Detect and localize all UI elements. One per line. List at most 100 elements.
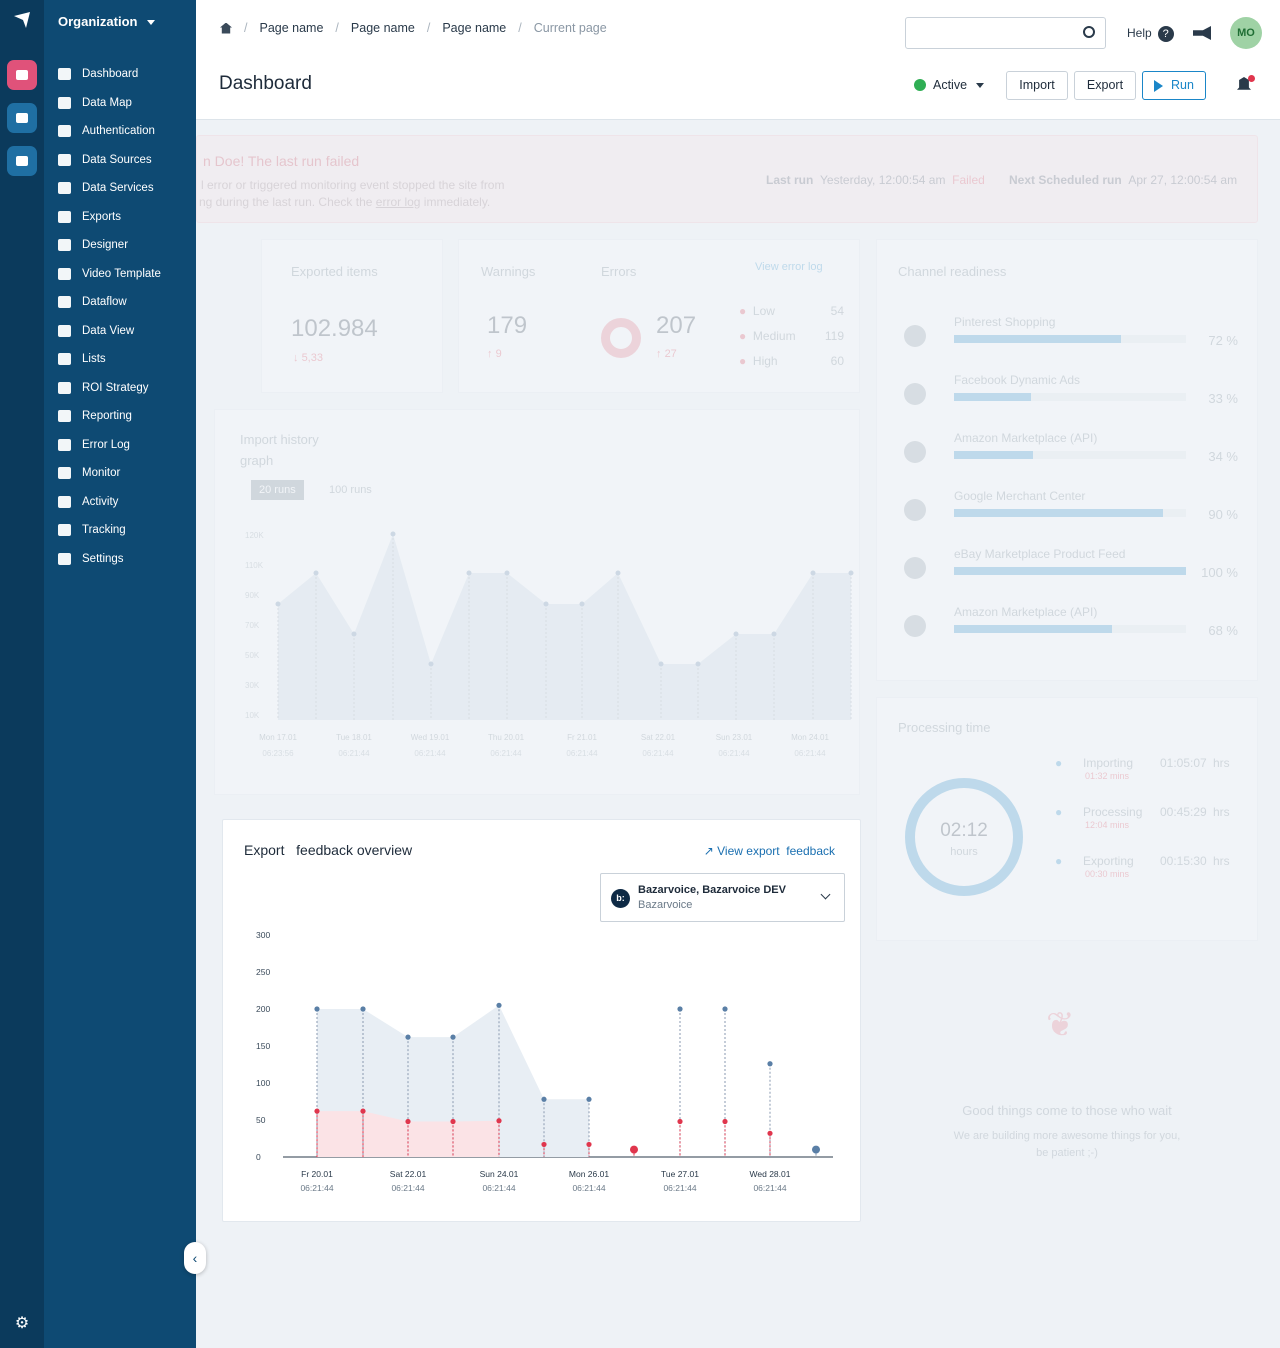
y-tick-label: 10K (245, 711, 260, 720)
breadcrumb-item[interactable]: Page name (350, 21, 415, 35)
sidebar-item-activity[interactable]: Activity (44, 488, 196, 517)
alert-icon (58, 438, 71, 451)
sidebar-item-data-sources[interactable]: Data Sources (44, 146, 196, 175)
sidebar-item-label: Reporting (82, 410, 132, 423)
data-point[interactable] (450, 1034, 456, 1040)
data-point (771, 631, 777, 637)
status-dropdown[interactable]: Active (914, 78, 985, 92)
x-time-label: 06:21:44 (338, 749, 370, 758)
level-dot-icon: ● (739, 329, 747, 343)
data-point[interactable] (360, 1108, 366, 1114)
sidebar-item-settings[interactable]: Settings (44, 545, 196, 574)
error-log-link[interactable]: error log (375, 195, 421, 209)
organization-label: Organization (58, 14, 138, 29)
data-point (695, 661, 701, 667)
rail-cart-button[interactable] (7, 146, 37, 176)
sidebar-item-dashboard[interactable]: Dashboard (44, 60, 196, 89)
leaf-icon: ❦ (1046, 1006, 1075, 1044)
ebay-icon (904, 557, 926, 579)
import-button[interactable]: Import (1006, 71, 1068, 100)
sidebar-item-data-services[interactable]: Data Services (44, 174, 196, 203)
help-icon: ? (1157, 26, 1174, 42)
export-button[interactable]: Export (1074, 71, 1136, 100)
run-button[interactable]: Run (1142, 71, 1206, 100)
sidebar-item-label: Data Services (82, 182, 154, 195)
rail-settings-icon[interactable]: ⚙ (14, 1315, 30, 1332)
clock-point-icon[interactable] (812, 1145, 820, 1154)
export-feedback-chart: 300 250 200 150 100 50 0 Fr 20.01 06:21:44 Sat 22… (256, 930, 833, 1193)
sidebar-item-data-view[interactable]: Data View (44, 317, 196, 346)
data-point[interactable] (314, 1108, 320, 1114)
sidebar-item-label: Designer (82, 239, 129, 252)
lock-icon (58, 125, 71, 138)
data-point[interactable] (677, 1006, 683, 1012)
y-tick-label: 100 (256, 1078, 270, 1088)
sidebar-item-monitor[interactable]: Monitor (44, 459, 196, 488)
channel-progress-fill (954, 393, 1031, 401)
y-tick-label: 90K (245, 591, 260, 600)
data-point[interactable] (767, 1130, 773, 1136)
collapse-sidebar-button[interactable]: ‹ (184, 1242, 206, 1274)
sidebar-item-exports[interactable]: Exports (44, 203, 196, 232)
organization-switcher[interactable]: Organization (58, 14, 156, 29)
announcement-icon[interactable] (1193, 26, 1211, 40)
trend-icon: ↗ (703, 844, 714, 858)
sidebar-item-lists[interactable]: Lists (44, 345, 196, 374)
sidebar-item-error-log[interactable]: Error Log (44, 431, 196, 460)
help-button[interactable]: Help? (1127, 26, 1174, 42)
avatar[interactable]: MO (1230, 17, 1262, 49)
processing-donut (905, 778, 1023, 896)
empty-state: ❦ Good things come to those who wait We … (953, 1006, 1181, 1159)
data-point[interactable] (722, 1006, 728, 1012)
y-tick-label: 50 (256, 1115, 266, 1125)
data-point (848, 570, 854, 576)
data-point[interactable] (405, 1118, 411, 1125)
sidebar-item-roi-strategy[interactable]: ROI Strategy (44, 374, 196, 403)
data-point[interactable] (360, 1006, 366, 1012)
data-point[interactable] (677, 1118, 683, 1125)
data-point[interactable] (586, 1096, 592, 1102)
run-label: Run (1171, 78, 1194, 92)
notification-bell-icon[interactable] (1237, 77, 1251, 90)
data-point[interactable] (767, 1061, 773, 1067)
x-time-label: 06:21:44 (391, 1183, 424, 1193)
data-point[interactable] (314, 1006, 320, 1012)
data-point[interactable] (722, 1118, 728, 1125)
rail-app-button[interactable] (7, 60, 37, 90)
data-point[interactable] (586, 1141, 592, 1148)
data-point[interactable] (405, 1034, 411, 1040)
tab-100-runs[interactable]: 100 runs (329, 484, 372, 496)
sidebar-item-video-template[interactable]: Video Template (44, 260, 196, 289)
home-icon[interactable] (220, 22, 232, 34)
data-point[interactable] (450, 1118, 456, 1125)
sidebar-item-tracking[interactable]: Tracking (44, 516, 196, 545)
data-point[interactable] (496, 1002, 502, 1008)
sidebar-item-designer[interactable]: Designer (44, 231, 196, 260)
channel-progress (954, 451, 1186, 459)
search-icon[interactable] (1083, 26, 1095, 38)
sidebar-item-data-map[interactable]: Data Map (44, 89, 196, 118)
y-tick-label: 250 (256, 967, 270, 977)
sidebar-item-label: Lists (82, 353, 106, 366)
view-export-feedback-link[interactable]: ↗ View export feedback (703, 844, 835, 858)
caret-down-icon (147, 20, 156, 26)
breadcrumb-item[interactable]: Page name (259, 21, 324, 35)
processing-row: ● Importing 01:32 mins 01:05:07 hrs (1055, 756, 1230, 781)
sidebar-item-reporting[interactable]: Reporting (44, 402, 196, 431)
tab-20-runs[interactable]: 20 runs (251, 480, 304, 500)
data-point[interactable] (541, 1141, 547, 1148)
rail-inbox-button[interactable] (7, 103, 37, 133)
data-point[interactable] (496, 1118, 502, 1124)
sidebar-item-authentication[interactable]: Authentication (44, 117, 196, 146)
status-label: Active (933, 78, 968, 92)
feed-select[interactable]: b: Bazarvoice, Bazarvoice DEV Bazarvoice (600, 873, 845, 922)
search-input[interactable] (905, 17, 1106, 49)
x-time-label: 06:21:44 (490, 749, 522, 758)
sidebar-item-dataflow[interactable]: Dataflow (44, 288, 196, 317)
logo-icon[interactable] (12, 10, 32, 30)
view-error-log-link[interactable]: View error log (755, 261, 823, 273)
data-point[interactable] (541, 1096, 547, 1102)
import-history-card: Import history graph 20 runs 100 runs 12… (214, 409, 860, 795)
error-point-icon[interactable] (630, 1145, 638, 1154)
breadcrumb-item[interactable]: Page name (442, 21, 507, 35)
